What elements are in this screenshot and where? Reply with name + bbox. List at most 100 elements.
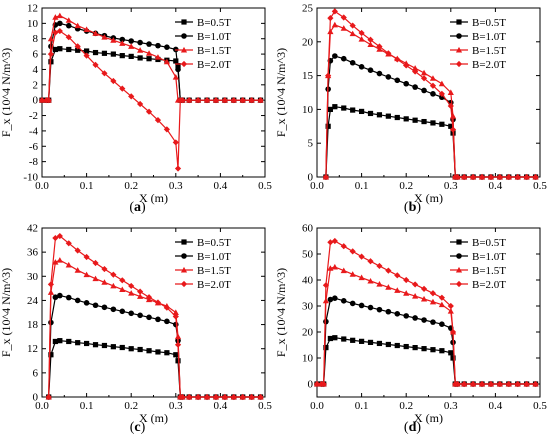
data-point [146,348,152,354]
chart-d-plot: 0.0 0.1 0.2 0.3 0.4 0.5 0 10 20 30 40 50 60 X (m) F_x … [275,223,547,426]
data-point [478,380,486,388]
series-line [325,55,536,178]
x-tick-label: 0.4 [214,180,228,192]
x-tick-label: 0.3 [169,180,183,192]
data-point [137,346,143,353]
data-point [349,271,356,277]
data-point [403,276,410,284]
data-point [110,37,117,43]
data-point [394,114,400,121]
data-point [52,46,58,53]
data-point [146,41,152,47]
data-point [430,319,436,325]
series-line [317,337,536,385]
data-point [412,65,419,71]
y-tick-label: -2 [29,110,38,122]
data-point [496,173,503,181]
x-axis-label: X (m) [414,191,443,205]
data-point [56,27,63,35]
legend-marker [181,33,187,39]
data-point [340,25,347,31]
legend-label: B=2.0T [472,59,506,71]
y-tick-label: 5 [308,138,314,150]
legend-label: B=1.0T [472,251,506,263]
data-point [74,22,81,29]
legend-marker [180,266,188,273]
data-point [505,380,512,388]
data-point [119,277,126,284]
x-tick-label: 0.3 [444,400,458,412]
data-point [385,267,392,274]
data-point [174,165,182,172]
data-point [83,271,90,278]
y-axis-label: F_x (10^4 N/m^3) [275,268,288,357]
x-tick-label: 0.4 [489,400,503,412]
data-point [385,284,392,290]
data-point [92,342,99,348]
data-point [454,380,461,388]
data-point [403,116,409,122]
x-tick-label: 0.5 [533,180,547,192]
y-tick-label: -8 [29,156,39,168]
data-point [65,34,72,41]
chart-panel-b: 0.0 0.1 0.2 0.3 0.4 0.5 0 5 10 15 20 25 X (m) F_x (10… [275,0,550,220]
data-point [470,380,477,388]
data-point [92,275,99,282]
data-point [128,346,134,352]
data-point [52,259,59,265]
data-point [83,26,90,32]
y-tick-label: 20 [302,36,314,48]
data-point [367,277,374,284]
data-point [137,55,143,61]
data-point [385,74,392,80]
legend-label: B=1.5T [472,265,506,277]
data-point [412,117,418,123]
data-point [164,44,170,50]
data-point [376,340,383,347]
x-tick-label: 0.1 [80,180,94,192]
series-line [48,340,261,398]
series-1 [323,104,539,180]
chart-panel-c: 0.0 0.1 0.2 0.3 0.4 0.5 0 6 12 18 24 30 36 42 X (m) F_x… [0,220,275,440]
data-point [376,262,383,270]
y-tick-label: 10 [27,18,39,30]
series-4 [38,27,264,172]
data-point [248,393,255,401]
legend-label: B=0.5T [472,17,506,29]
data-point [65,17,72,23]
data-point [420,295,428,302]
legend-marker [181,253,187,259]
chart-a-caption: (a) [129,200,146,215]
data-point [523,380,530,388]
data-point [195,393,202,401]
data-point [92,259,99,267]
legend-label: B=1.5T [472,45,506,57]
data-point [174,333,182,340]
data-point [403,80,409,87]
data-point [52,234,59,242]
data-point [430,91,436,97]
x-tick-label: 0.4 [489,180,503,192]
x-tick-label: 0.1 [355,180,369,192]
data-point [110,271,117,278]
data-point [212,97,220,104]
x-tick-label: 0.0 [35,400,49,412]
data-point [146,56,152,62]
x-tick-label: 0.0 [310,400,324,412]
legend-marker [456,19,462,25]
data-point [110,344,116,350]
data-point [320,380,327,388]
data-point [128,38,134,44]
data-point [137,100,144,108]
data-point [331,263,338,270]
data-point [403,62,410,69]
x-tick-label: 0.0 [310,180,324,192]
data-point [83,52,90,59]
data-point [350,107,356,113]
data-point [119,308,126,315]
data-point [385,308,392,315]
data-point [56,257,63,263]
data-point [327,296,334,303]
series-line [48,294,261,398]
data-point [376,43,383,50]
